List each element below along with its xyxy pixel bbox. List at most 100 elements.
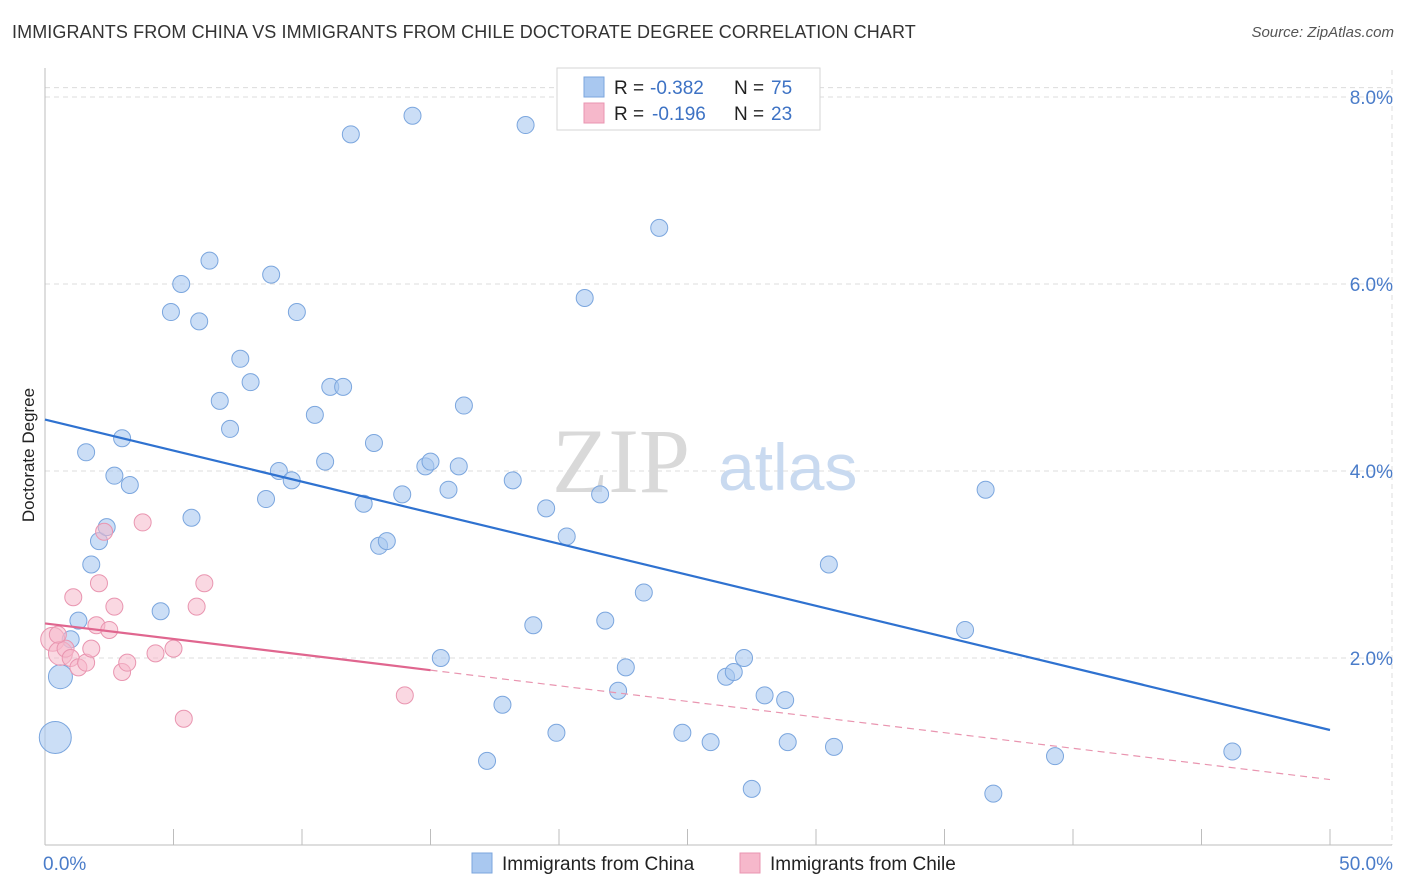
china-point [609,681,628,700]
series-swatch-chile [739,852,761,874]
china-point [956,620,975,639]
china-point [82,555,101,574]
legend-r-value-chile: -0.196 [652,104,706,125]
china-point [439,480,458,499]
y-tick-label: 8.0% [1350,88,1393,109]
china-point [77,443,96,462]
chile-point [118,653,137,672]
china-point [1223,742,1242,761]
china-point [478,751,497,770]
china-point [182,508,201,527]
china-point [393,485,412,504]
chile-point [395,686,414,705]
legend-n-label-chile: N = [734,104,764,125]
china-point [724,663,743,682]
china-point [257,490,276,509]
legend-n-value-chile: 23 [771,104,792,125]
china-point [557,527,576,546]
china-point [341,125,360,144]
chile-point [146,644,165,663]
china-point [69,611,88,630]
chile-point [133,513,152,532]
china-point [210,391,229,410]
china-point [516,116,535,135]
chile-point [195,574,214,593]
china-point [634,583,653,602]
china-point [547,723,566,742]
china-point [105,466,124,485]
china-point [503,471,522,490]
x-tick-label: 0.0% [43,854,86,875]
china-point [377,532,396,551]
correlation-legend: R = -0.382 N = 75 R = -0.196 N = 23 [556,67,821,131]
china-point [778,733,797,752]
y-tick-label: 6.0% [1350,275,1393,296]
china-point [735,649,754,667]
y-tick-label: 2.0% [1350,649,1393,670]
y-tick-label: 4.0% [1350,462,1393,483]
watermark-zip: ZIP [552,410,690,512]
china-point [591,485,610,504]
china-point [354,494,373,513]
grid-lines [45,70,1393,845]
china-point [262,265,281,284]
data-points [38,97,1242,803]
legend-n-label-china: N = [734,78,764,99]
legend-r-label-china: R = [614,78,644,99]
china-point [172,275,191,293]
china-point [575,289,594,308]
x-tick-labels: 0.0% 50.0% [43,854,1393,875]
china-point [673,723,692,742]
china-point [190,312,209,331]
china-point [454,396,473,415]
china-point [287,303,306,322]
china-point [984,784,1003,803]
chile-point [48,625,67,644]
china-point [742,779,761,798]
china-point [650,218,669,237]
chile-point [82,639,101,658]
china-point [403,106,422,125]
china-point [305,405,324,424]
source-label: Source: ZipAtlas.com [1251,24,1394,41]
watermark: ZIP atlas [552,410,857,512]
y-tick-labels: 2.0% 4.0% 6.0% 8.0% [1350,88,1393,670]
legend-r-value-china: -0.382 [650,78,704,99]
china-point [364,433,383,452]
chile-trend-line [44,622,431,672]
china-point [151,602,170,621]
china-point [819,555,838,574]
series-swatch-china [471,852,493,874]
china-point [1046,747,1065,766]
chile-trend-extension [430,669,1331,781]
chile-point [95,522,114,541]
china-trend-line [44,418,1331,732]
axes [44,68,1392,846]
china-point [431,649,450,667]
chile-point [105,597,124,616]
china-point [421,452,440,471]
china-point [755,686,774,705]
china-point [776,691,795,710]
china-point [701,733,720,752]
china-point [493,695,512,714]
china-point [47,664,73,690]
series-label-china: Immigrants from China [502,854,695,875]
china-point [976,480,995,499]
china-point [616,658,635,677]
y-axis-label: Doctorate Degree [19,388,38,522]
series-label-chile: Immigrants from Chile [770,854,956,875]
chile-point [89,574,108,593]
china-point [161,303,180,322]
legend-n-value-china: 75 [771,78,792,99]
china-point [241,373,260,392]
watermark-atlas: atlas [718,430,857,504]
china-point [120,476,139,495]
chile-point [174,709,193,728]
trend-lines [44,418,1331,781]
china-point [231,349,250,368]
china-point [38,720,72,754]
china-point [334,377,353,396]
legend-r-label-chile: R = [614,104,644,125]
